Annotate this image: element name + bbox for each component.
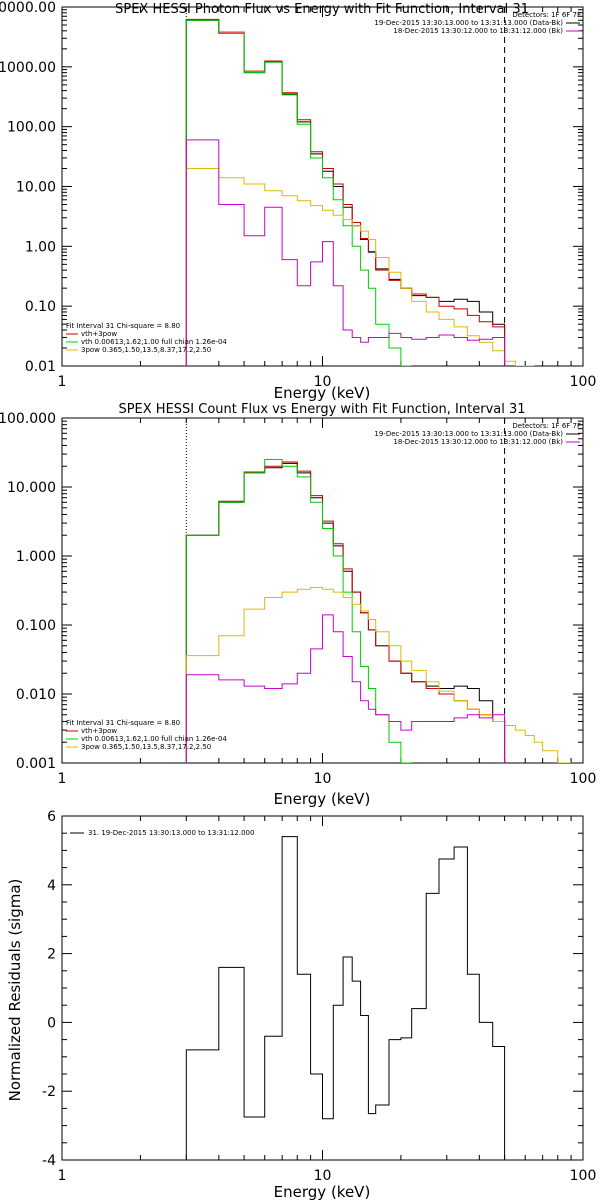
x-tick-label: 10 [314,374,332,390]
legend-detectors: Detectors: 1F 6F 7F [512,422,581,430]
count-flux-panel: SPEX HESSI Count Flux vs Energy with Fit… [0,402,596,808]
x-tick-label: 10 [314,1168,332,1184]
y-tick-label: 0.100 [16,618,56,634]
y-tick-label: 6 [47,809,56,825]
y-tick-label: 1.000 [16,549,56,565]
series-vth+3pow [185,18,506,366]
legend-entry: 18-Dec-2015 13:30:12.000 to 13:31:12.000… [393,27,563,35]
y-tick-label: 0.010 [16,687,56,703]
photon-flux-panel: SPEX HESSI Photon Flux vs Energy with Fi… [0,0,596,402]
legend-entry: 19-Dec-2015 13:30:13.000 to 13:31:13.000… [374,19,563,27]
series-vth [185,19,412,366]
legend-entry: 18-Dec-2015 13:30:12.000 to 13:31:12.000… [393,438,563,446]
x-axis-label: Energy (keV) [274,1183,371,1200]
y-tick-label: 10.00 [16,180,56,196]
y-tick-label: 0.10 [25,299,56,315]
y-tick-label: 0.001 [16,756,56,772]
y-tick-label: 100.00 [7,120,56,136]
legend-entry: 31. 19-Dec-2015 13:30:13.000 to 13:31:12… [88,829,254,837]
legend-entry: 3pow 0.365,1.50,13.5,8.37,17.2,2.50 [81,346,211,354]
y-tick-label: 4 [47,878,56,894]
series-bk [185,614,506,763]
y-tick-label: 2 [47,947,56,963]
series-bk [185,139,506,366]
y-tick-label: 0 [47,1015,56,1031]
x-tick-label: 1 [58,374,67,390]
y-tick-label: 100.000 [0,411,56,427]
legend-entry: vth+3pow [81,727,117,735]
series-vth [185,459,412,763]
x-tick-label: 100 [570,374,597,390]
x-tick-label: 100 [570,1168,597,1184]
x-tick-label: 1 [58,1168,67,1184]
legend-entry: vth 0.00613,1.62,1.00 full chian 1.26e-0… [81,338,227,346]
series-3pow [185,587,572,763]
x-tick-label: 100 [570,771,597,787]
residuals-panel: Energy (keV) Normalized Residuals (sigma… [6,809,596,1200]
y-tick-label: -2 [42,1084,56,1100]
y-tick-label: 10.000 [7,480,56,496]
legend-detectors: Detectors: 1F 6F 7F [512,11,581,19]
legend-entry: Fit Interval 31 Chi-square = 8.80 [66,322,180,330]
series-data [185,19,506,366]
legend-entry: vth 0.00613,1.62,1.00 full chian 1.26e-0… [81,735,227,743]
legend-entry: vth+3pow [81,330,117,338]
legend-entry: 19-Dec-2015 13:30:13.000 to 13:31:13.000… [374,430,563,438]
legend-entry: Fit Interval 31 Chi-square = 8.80 [66,719,180,727]
y-tick-label: 1000.00 [0,60,56,76]
series-group [185,18,535,366]
chart-title: SPEX HESSI Count Flux vs Energy with Fit… [118,402,525,417]
y-tick-label: 1.00 [25,239,56,255]
x-axis-label: Energy (keV) [274,790,371,808]
series-group [185,836,506,1160]
legend-entry: 3pow 0.365,1.50,13.5,8.37,17.2,2.50 [81,743,211,751]
y-tick-label: 0.01 [25,359,56,375]
x-tick-label: 1 [58,771,67,787]
y-tick-label: -4 [42,1153,56,1169]
y-axis-label: Normalized Residuals (sigma) [6,879,24,1102]
y-tick-label: 0000.00 [0,0,56,16]
x-axis-label: Energy (keV) [274,384,371,402]
series-residuals [185,836,506,1160]
x-tick-label: 10 [314,771,332,787]
series-group [185,459,572,763]
